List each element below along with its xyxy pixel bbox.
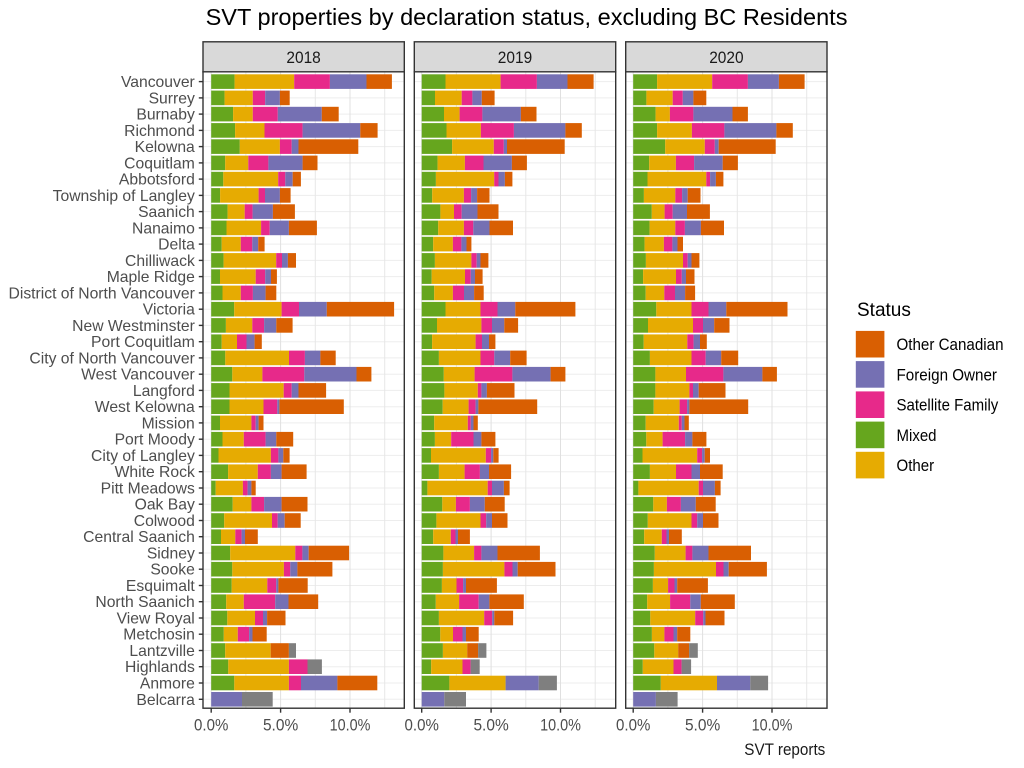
svg-text:Abbotsford: Abbotsford [119,172,195,189]
svg-text:West Vancouver: West Vancouver [81,367,195,384]
svg-text:Nanaimo: Nanaimo [132,220,195,237]
svg-text:5.0%: 5.0% [263,717,299,735]
svg-text:Central Saanich: Central Saanich [83,529,195,546]
svg-text:2019: 2019 [498,48,532,67]
svg-text:SVT properties by declaration: SVT properties by declaration status, ex… [206,4,848,30]
svg-text:Surrey: Surrey [149,90,195,107]
svg-text:Sooke: Sooke [150,562,195,579]
svg-text:Township of Langley: Township of Langley [53,188,195,205]
svg-text:Other: Other [897,457,935,475]
svg-text:City of North Vancouver: City of North Vancouver [29,350,194,367]
svg-text:Sidney: Sidney [147,546,195,563]
svg-text:Kelowna: Kelowna [135,139,195,156]
svg-text:2018: 2018 [286,48,320,67]
svg-text:Coquitlam: Coquitlam [124,155,195,172]
svg-text:Pitt Meadows: Pitt Meadows [101,481,195,498]
svg-text:Metchosin: Metchosin [123,627,195,644]
svg-text:SVT reports: SVT reports [744,741,825,759]
svg-text:Mixed: Mixed [897,427,937,445]
svg-text:Chilliwack: Chilliwack [125,253,195,270]
svg-text:Foreign Owner: Foreign Owner [897,366,998,384]
svg-text:Belcarra: Belcarra [136,692,195,709]
svg-text:10.0%: 10.0% [752,717,793,735]
svg-text:White Rock: White Rock [115,464,195,481]
svg-text:Satellite Family: Satellite Family [897,397,999,415]
svg-text:West Kelowna: West Kelowna [95,399,195,416]
svg-text:District of North Vancouver: District of North Vancouver [9,285,195,302]
svg-text:Port Coquitlam: Port Coquitlam [91,334,195,351]
svg-text:Richmond: Richmond [124,123,195,140]
svg-text:Oak Bay: Oak Bay [135,497,195,514]
svg-text:5.0%: 5.0% [685,717,721,735]
svg-text:5.0%: 5.0% [473,717,509,735]
svg-text:Port Moody: Port Moody [115,432,195,449]
svg-text:Status: Status [857,299,911,321]
svg-text:Burnaby: Burnaby [136,107,195,124]
svg-text:Highlands: Highlands [125,659,195,676]
svg-text:City of Langley: City of Langley [91,448,195,465]
svg-text:10.0%: 10.0% [540,717,581,735]
svg-text:Mission: Mission [142,415,195,432]
svg-text:0.0%: 0.0% [194,717,229,735]
svg-text:Maple Ridge: Maple Ridge [107,269,195,286]
svg-text:View Royal: View Royal [117,611,195,628]
svg-text:10.0%: 10.0% [330,717,371,735]
svg-text:0.0%: 0.0% [405,717,440,735]
svg-text:Delta: Delta [158,237,195,254]
svg-text:Langford: Langford [133,383,195,400]
svg-text:Saanich: Saanich [138,204,195,221]
svg-text:North Saanich: North Saanich [95,594,194,611]
svg-text:Vancouver: Vancouver [121,74,195,91]
svg-text:Anmore: Anmore [140,676,195,693]
svg-text:Victoria: Victoria [143,302,195,319]
svg-text:2020: 2020 [709,48,743,67]
svg-text:Esquimalt: Esquimalt [126,578,196,595]
svg-text:Other Canadian: Other Canadian [897,336,1004,354]
svg-text:Colwood: Colwood [134,513,195,530]
svg-text:New Westminster: New Westminster [72,318,195,335]
svg-text:0.0%: 0.0% [616,717,651,735]
svg-text:Lantzville: Lantzville [129,643,195,660]
